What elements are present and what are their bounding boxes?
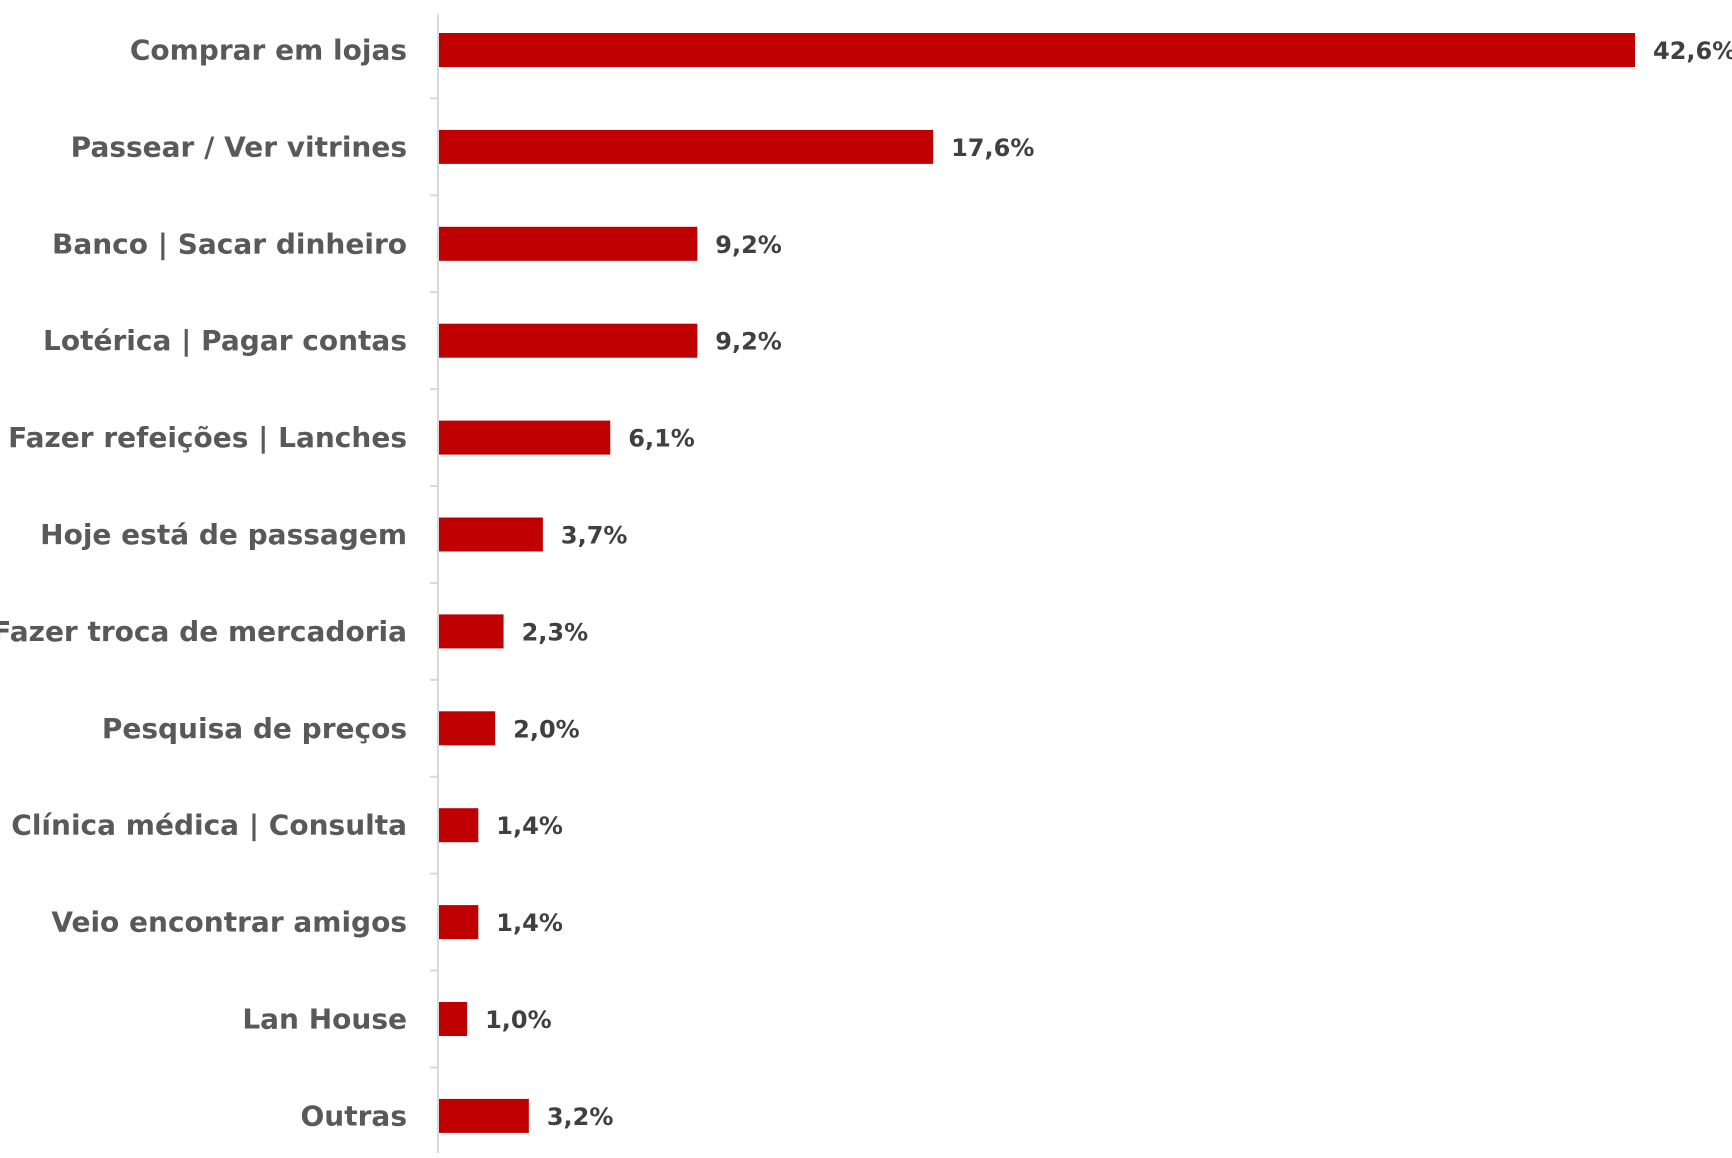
category-label: Banco | Sacar dinheiro xyxy=(52,227,407,260)
bar xyxy=(439,808,479,843)
category-label: Fazer refeições | Lanches xyxy=(8,421,407,454)
bar xyxy=(439,905,479,940)
data-label: 2,0% xyxy=(513,715,580,743)
data-label: 2,3% xyxy=(522,618,589,646)
bars-layer xyxy=(439,33,1635,1133)
data-label: 6,1% xyxy=(628,425,695,453)
data-label: 17,6% xyxy=(951,134,1034,162)
category-label: Comprar em lojas xyxy=(130,34,407,67)
bar xyxy=(439,517,543,552)
data-label: 3,7% xyxy=(561,522,628,550)
category-label: Outras xyxy=(301,1099,408,1132)
category-label: Pesquisa de preços xyxy=(102,712,407,745)
data-label: 1,0% xyxy=(485,1006,552,1034)
category-labels: Comprar em lojas Passear / Ver vitrines Ba… xyxy=(0,34,407,1133)
category-label: Fazer troca de mercadoria xyxy=(0,615,407,648)
data-label: 9,2% xyxy=(715,328,782,356)
category-label: Clínica médica | Consulta xyxy=(11,809,407,842)
bar xyxy=(439,226,698,261)
bar xyxy=(439,614,504,649)
category-axis xyxy=(430,14,439,1153)
category-label: Veio encontrar amigos xyxy=(51,906,407,939)
data-label: 1,4% xyxy=(496,812,563,840)
category-label: Passear / Ver vitrines xyxy=(71,130,407,163)
data-labels: 42,6% 17,6% 9,2% 9,2% 6,1% 3,7% 2,3% 2,0% 1,4% 1,… xyxy=(485,37,1732,1131)
bar xyxy=(439,323,698,358)
bar xyxy=(439,33,1635,67)
category-label: Hoje está de passagem xyxy=(40,518,407,551)
data-label: 1,4% xyxy=(496,909,563,937)
bar xyxy=(439,711,496,746)
bar xyxy=(439,1098,529,1133)
category-label: Lan House xyxy=(242,1003,407,1036)
bar xyxy=(439,420,611,455)
data-label: 9,2% xyxy=(715,231,782,259)
data-label: 3,2% xyxy=(547,1103,614,1131)
bar xyxy=(439,129,934,164)
data-label: 42,6% xyxy=(1653,37,1732,65)
bar xyxy=(439,1002,468,1036)
category-label: Lotérica | Pagar contas xyxy=(43,324,407,357)
